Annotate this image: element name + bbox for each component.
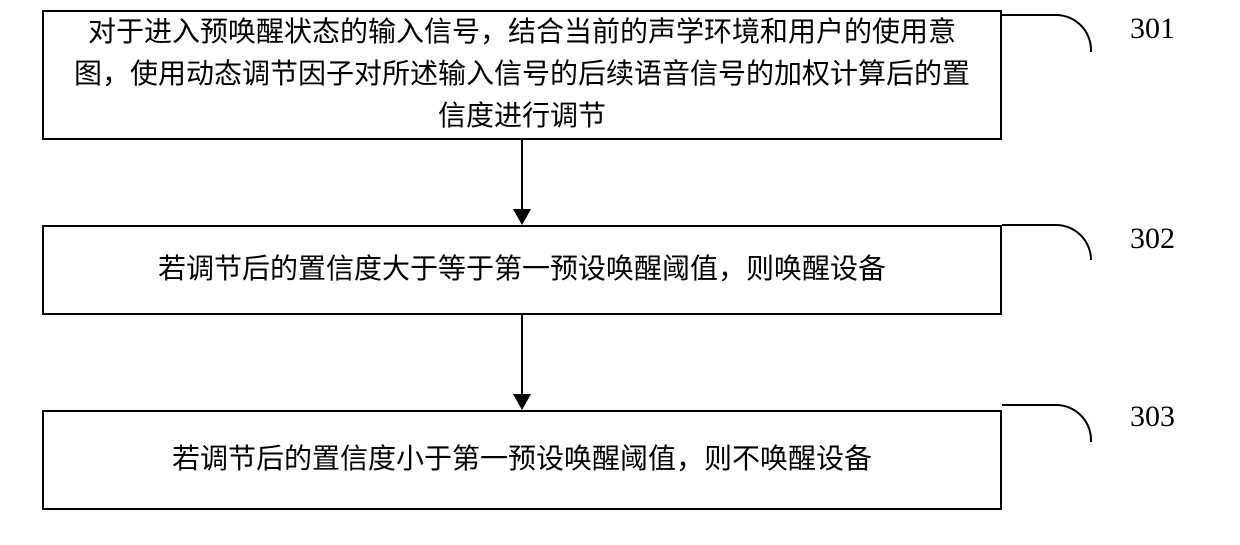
flow-label-302: 302 bbox=[1130, 222, 1175, 256]
flow-node-302: 若调节后的置信度大于等于第一预设唤醒阈值，则唤醒设备 bbox=[42, 225, 1002, 315]
leader-302 bbox=[1002, 224, 1092, 260]
leader-303 bbox=[1002, 404, 1092, 442]
leader-301 bbox=[1002, 14, 1092, 52]
flow-label-303: 303 bbox=[1130, 400, 1175, 434]
flowchart-canvas: 对于进入预唤醒状态的输入信号，结合当前的声学环境和用户的使用意图，使用动态调节因… bbox=[0, 0, 1240, 545]
flow-node-303: 若调节后的置信度小于第一预设唤醒阈值，则不唤醒设备 bbox=[42, 410, 1002, 510]
flow-node-303-text: 若调节后的置信度小于第一预设唤醒阈值，则不唤醒设备 bbox=[64, 439, 980, 481]
arrow-301-302 bbox=[512, 140, 532, 225]
flow-label-301: 301 bbox=[1130, 12, 1175, 46]
arrow-302-303 bbox=[512, 315, 532, 410]
flow-node-301-text: 对于进入预唤醒状态的输入信号，结合当前的声学环境和用户的使用意图，使用动态调节因… bbox=[64, 12, 980, 138]
flow-node-301: 对于进入预唤醒状态的输入信号，结合当前的声学环境和用户的使用意图，使用动态调节因… bbox=[42, 10, 1002, 140]
flow-node-302-text: 若调节后的置信度大于等于第一预设唤醒阈值，则唤醒设备 bbox=[64, 249, 980, 291]
